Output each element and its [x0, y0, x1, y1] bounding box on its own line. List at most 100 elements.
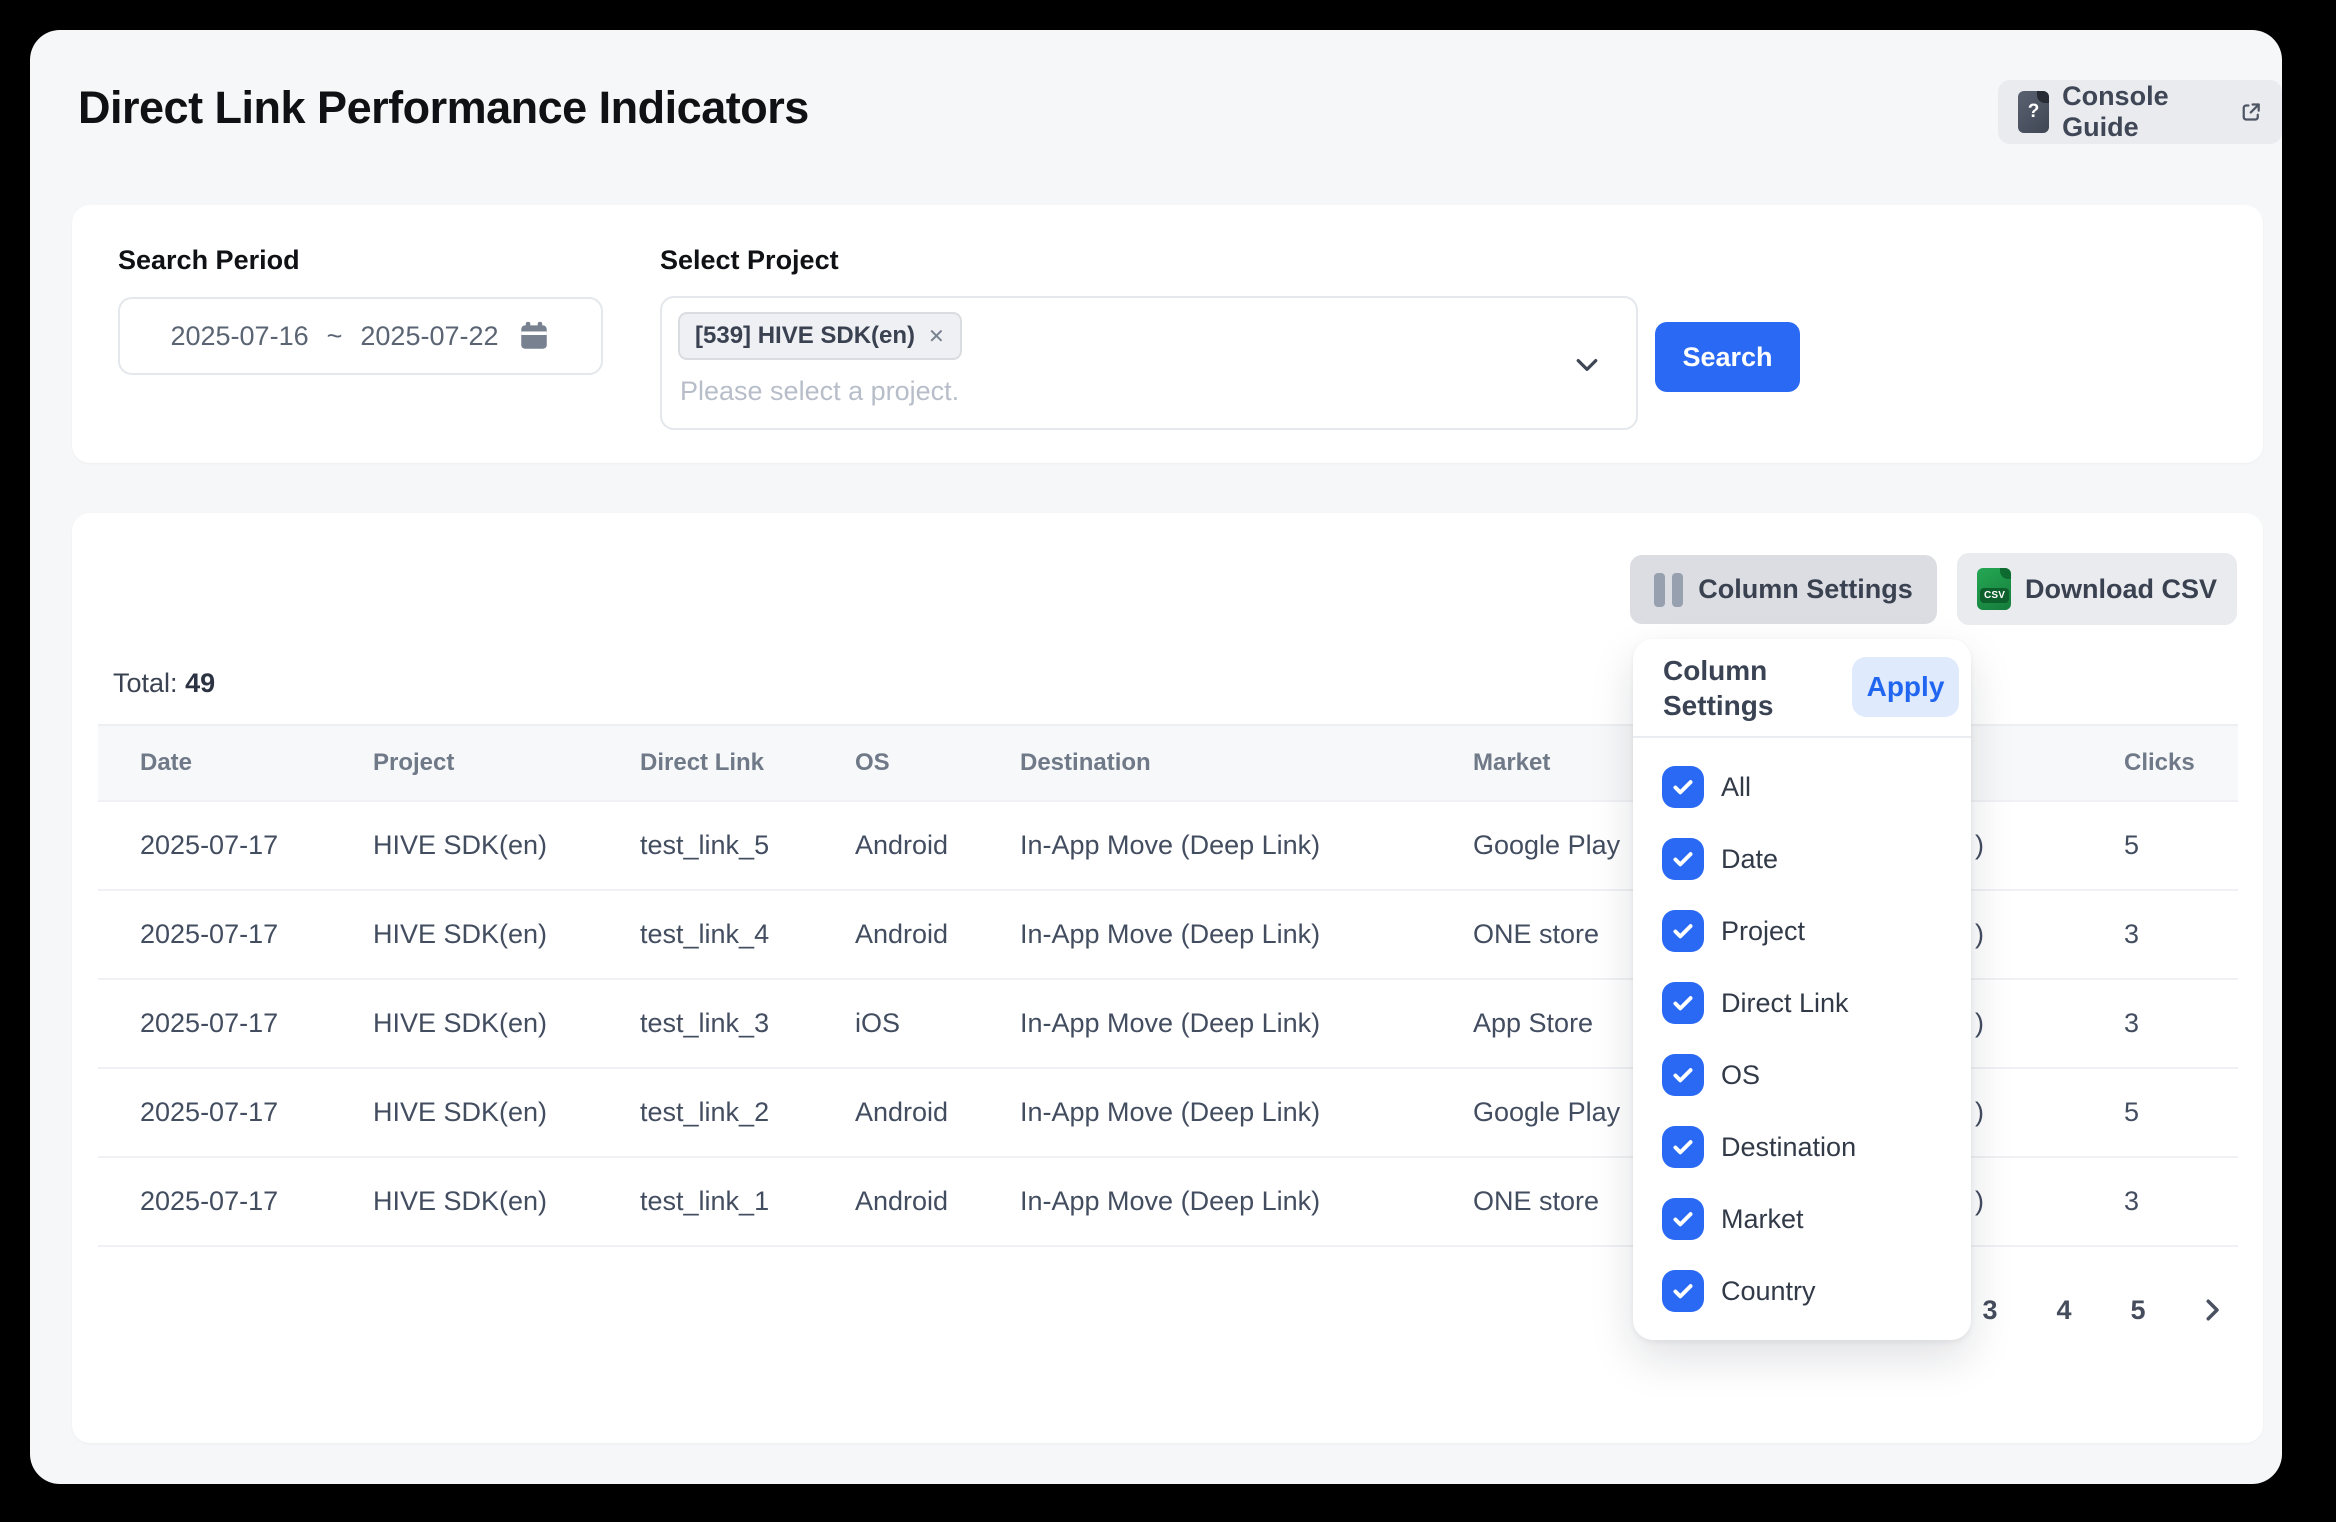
select-project-label: Select Project: [660, 245, 839, 275]
project-tag-label: [539] HIVE SDK(en): [695, 322, 916, 349]
tag-remove-icon[interactable]: ✕: [928, 325, 945, 348]
page-button-5[interactable]: 5: [2101, 1285, 2175, 1335]
column-option-country[interactable]: Country: [1633, 1255, 1971, 1327]
cell-date: 2025-07-17: [98, 889, 373, 979]
column-option-all[interactable]: All: [1633, 751, 1971, 823]
console-guide-button[interactable]: ? Console Guide: [1998, 80, 2282, 144]
cell-project: HIVE SDK(en): [373, 1156, 640, 1247]
filter-panel: Search Period 2025-07-16 ~ 2025-07-22 Se…: [72, 205, 2263, 463]
cell-os: Android: [855, 800, 1020, 890]
table-row: 2025-07-17 HIVE SDK(en) test_link_3 iOS In-A…: [98, 978, 2238, 1068]
cell-date: 2025-07-17: [98, 1156, 373, 1247]
cell-project: HIVE SDK(en): [373, 889, 640, 979]
column-option-label: Project: [1721, 915, 1806, 946]
project-select-placeholder: Please select a project.: [680, 376, 960, 406]
cell-date: 2025-07-17: [98, 1067, 373, 1157]
column-option-direct-link[interactable]: Direct Link: [1633, 967, 1971, 1039]
date-range-input[interactable]: 2025-07-16 ~ 2025-07-22: [118, 297, 603, 375]
cell-destination: In-App Move (Deep Link): [1020, 800, 1473, 890]
checkbox-checked-icon[interactable]: [1662, 1270, 1704, 1312]
cell-project: HIVE SDK(en): [373, 800, 640, 890]
checkbox-checked-icon[interactable]: [1662, 1054, 1704, 1096]
column-option-destination[interactable]: Destination: [1633, 1111, 1971, 1183]
column-header-destination: Destination: [1020, 724, 1473, 801]
cell-os: Android: [855, 1156, 1020, 1247]
column-option-project[interactable]: Project: [1633, 895, 1971, 967]
calendar-icon[interactable]: [517, 319, 551, 353]
external-link-icon: [2242, 103, 2260, 121]
total-value: 49: [185, 668, 216, 698]
column-settings-panel: Column Settings Apply All Date Project Dire…: [1633, 639, 1971, 1340]
column-option-label: All: [1721, 771, 1752, 802]
column-options-list: All Date Project Direct Link OS Destination Ma…: [1633, 751, 1971, 1327]
cell-destination: In-App Move (Deep Link): [1020, 1156, 1473, 1247]
next-page-button[interactable]: [2175, 1285, 2249, 1335]
page-button-3[interactable]: 3: [1953, 1285, 2027, 1335]
check-icon: [1673, 1212, 1693, 1227]
panel-divider: [1633, 736, 1971, 738]
download-csv-label: Download CSV: [2024, 573, 2217, 604]
cell-project: HIVE SDK(en): [373, 1067, 640, 1157]
cell-date: 2025-07-17: [98, 800, 373, 890]
column-settings-button-label: Column Settings: [1698, 574, 1913, 604]
cell-destination: In-App Move (Deep Link): [1020, 889, 1473, 979]
cell-destination: In-App Move (Deep Link): [1020, 978, 1473, 1068]
checkbox-checked-icon[interactable]: [1662, 1126, 1704, 1168]
cell-destination: In-App Move (Deep Link): [1020, 1067, 1473, 1157]
cell-clicks: 3: [2090, 1156, 2238, 1247]
date-separator: ~: [326, 320, 343, 351]
table-row: 2025-07-17 HIVE SDK(en) test_link_4 Android…: [98, 889, 2238, 979]
download-csv-button[interactable]: CSV Download CSV: [1957, 553, 2237, 625]
column-option-date[interactable]: Date: [1633, 823, 1971, 895]
cell-clicks: 3: [2090, 978, 2238, 1068]
search-period-label: Search Period: [118, 245, 300, 275]
checkbox-checked-icon[interactable]: [1662, 910, 1704, 952]
chevron-down-icon[interactable]: [1572, 350, 1602, 380]
check-icon: [1673, 1068, 1693, 1083]
cell-project: HIVE SDK(en): [373, 978, 640, 1068]
check-icon: [1673, 996, 1693, 1011]
app-card: Direct Link Performance Indicators ? Con…: [30, 30, 2282, 1484]
checkbox-checked-icon[interactable]: [1662, 1198, 1704, 1240]
check-icon: [1673, 924, 1693, 939]
project-select[interactable]: [539] HIVE SDK(en) ✕ Please select a pro…: [660, 296, 1638, 430]
help-doc-icon: ?: [2018, 91, 2050, 133]
apply-button[interactable]: Apply: [1852, 657, 1959, 717]
page-title: Direct Link Performance Indicators: [78, 82, 809, 133]
check-icon: [1673, 1284, 1693, 1299]
search-button[interactable]: Search: [1655, 322, 1800, 392]
column-settings-button[interactable]: Column Settings: [1630, 555, 1937, 624]
check-icon: [1673, 780, 1693, 795]
column-option-label: Destination: [1721, 1131, 1857, 1162]
date-end: 2025-07-22: [360, 320, 499, 351]
cell-os: Android: [855, 889, 1020, 979]
column-option-label: Direct Link: [1721, 987, 1849, 1018]
cell-direct-link: test_link_1: [640, 1156, 855, 1247]
total-count: Total: 49: [113, 668, 216, 698]
cell-clicks: 3: [2090, 889, 2238, 979]
cell-date: 2025-07-17: [98, 978, 373, 1068]
column-option-market[interactable]: Market: [1633, 1183, 1971, 1255]
checkbox-checked-icon[interactable]: [1662, 982, 1704, 1024]
columns-icon: [1654, 572, 1684, 607]
csv-badge: CSV: [1979, 588, 2010, 603]
column-header-direct-link: Direct Link: [640, 724, 855, 801]
column-header-os: OS: [855, 724, 1020, 801]
column-option-os[interactable]: OS: [1633, 1039, 1971, 1111]
cell-os: Android: [855, 1067, 1020, 1157]
cell-clicks: 5: [2090, 800, 2238, 890]
console-guide-label: Console Guide: [2062, 81, 2169, 142]
cell-clicks: 5: [2090, 1067, 2238, 1157]
column-option-label: Country: [1721, 1275, 1816, 1306]
column-header-project: Project: [373, 724, 640, 801]
column-option-label: Market: [1721, 1203, 1804, 1234]
chevron-right-icon: [2206, 1299, 2219, 1321]
cell-direct-link: test_link_5: [640, 800, 855, 890]
date-start: 2025-07-16: [170, 320, 309, 351]
page-button-4[interactable]: 4: [2027, 1285, 2101, 1335]
checkbox-checked-icon[interactable]: [1662, 838, 1704, 880]
checkbox-checked-icon[interactable]: [1662, 766, 1704, 808]
panel-title: Column Settings: [1663, 655, 1774, 721]
cell-os: iOS: [855, 978, 1020, 1068]
